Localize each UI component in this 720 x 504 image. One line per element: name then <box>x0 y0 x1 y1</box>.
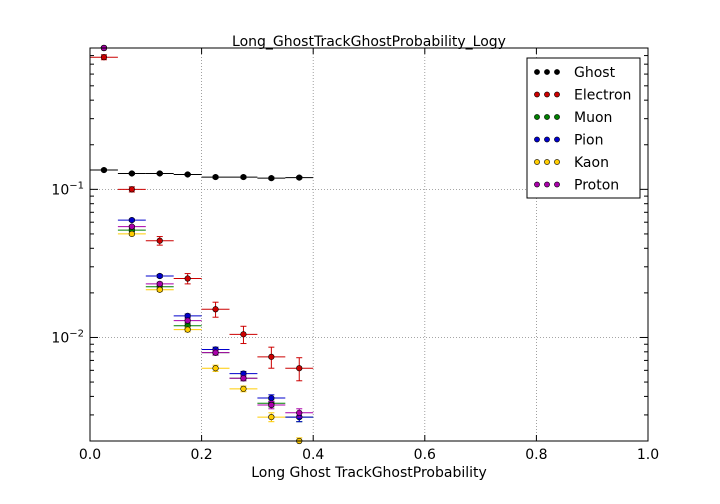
data-point <box>240 385 247 392</box>
data-point <box>212 365 219 372</box>
x-tick-label: 0.8 <box>525 447 547 463</box>
legend-item-kaon: Kaon <box>534 155 609 171</box>
legend-marker <box>544 181 550 188</box>
data-point <box>296 409 303 416</box>
data-point <box>128 216 135 224</box>
series-proton <box>90 44 314 418</box>
series-ghost <box>90 166 314 182</box>
data-point <box>268 401 275 409</box>
chart-title: Long_GhostTrackGhostProbability_Logy <box>232 34 506 50</box>
legend-marker <box>554 181 560 188</box>
axes: 0.0 0.2 0.4 0.6 0.8 1.0 10−2 10−1 <box>51 47 659 463</box>
legend-marker <box>554 114 560 120</box>
data-point <box>184 317 191 324</box>
legend-marker <box>534 69 540 75</box>
data-point <box>128 170 135 177</box>
legend-marker <box>544 69 550 75</box>
data-point <box>156 280 163 287</box>
legend-marker <box>534 91 540 98</box>
x-axis-label: Long Ghost TrackGhostProbability <box>251 465 487 481</box>
legend-marker <box>554 159 560 165</box>
legend: Ghost Electron Muon Pion Kaon Proton <box>526 57 641 199</box>
data-point <box>156 286 163 293</box>
y-tick-label: 10−2 <box>51 328 84 346</box>
data-point <box>156 272 163 280</box>
data-point <box>212 306 219 313</box>
data-point <box>128 186 135 193</box>
legend-marker <box>534 159 540 165</box>
legend-marker <box>554 91 560 98</box>
data-point <box>240 173 247 181</box>
legend-label: Ghost <box>574 65 616 81</box>
data-point <box>156 237 163 244</box>
legend-marker <box>544 159 550 165</box>
x-tick-label: 0.6 <box>414 447 436 463</box>
legend-item-electron: Electron <box>534 88 631 104</box>
legend-box <box>526 57 641 199</box>
data-point <box>156 170 163 177</box>
data-point <box>268 413 275 421</box>
legend-label: Electron <box>574 88 631 104</box>
data-point <box>128 230 135 238</box>
data-point <box>296 174 303 181</box>
legend-item-muon: Muon <box>534 110 612 126</box>
data-point <box>212 349 219 356</box>
legend-label: Kaon <box>574 155 609 171</box>
x-tick-label: 1.0 <box>637 447 659 463</box>
legend-marker <box>544 136 550 143</box>
data-point <box>296 365 303 372</box>
data-point <box>184 326 191 333</box>
legend-marker <box>534 181 540 188</box>
series-electron <box>90 54 314 382</box>
y-tick-label: 10−1 <box>51 180 84 198</box>
legend-item-pion: Pion <box>534 133 603 149</box>
legend-marker <box>534 136 540 143</box>
data-point <box>240 375 247 382</box>
data-point <box>184 171 191 178</box>
legend-items: Ghost Electron Muon Pion Kaon Proton <box>534 65 631 194</box>
legend-marker <box>544 91 550 98</box>
legend-marker <box>544 114 550 120</box>
legend-marker <box>554 69 560 75</box>
data-point <box>240 331 247 338</box>
x-tick-label: 0.4 <box>302 447 324 463</box>
plot-frame <box>89 47 649 442</box>
x-tick-label: 0.2 <box>190 447 212 463</box>
series-layer <box>90 44 314 445</box>
data-point <box>100 54 108 61</box>
legend-item-ghost: Ghost <box>534 65 616 81</box>
legend-label: Proton <box>574 178 619 194</box>
data-point <box>268 394 275 402</box>
x-tick-label: 0.0 <box>79 447 101 463</box>
data-point <box>100 166 108 174</box>
legend-item-proton: Proton <box>534 178 619 194</box>
data-point <box>212 173 219 181</box>
data-point <box>184 275 191 282</box>
legend-label: Muon <box>574 110 612 126</box>
legend-marker <box>554 136 560 143</box>
data-point <box>128 223 135 230</box>
data-point <box>268 175 275 182</box>
legend-label: Pion <box>574 133 603 149</box>
data-point <box>268 353 275 360</box>
legend-marker <box>534 114 540 120</box>
